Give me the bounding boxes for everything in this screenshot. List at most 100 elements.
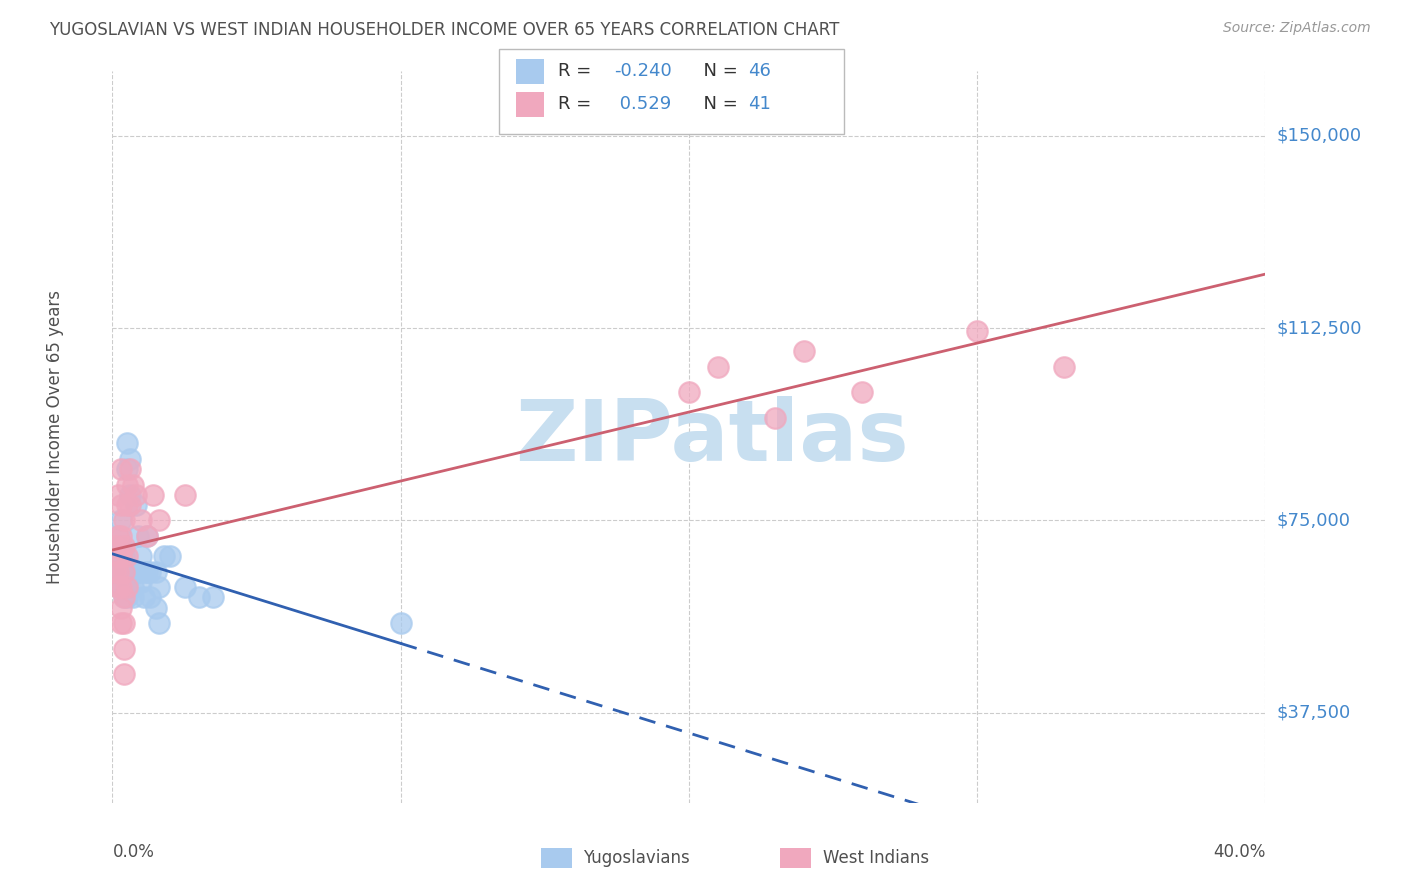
Point [124, 488, 146, 502]
Point [107, 529, 129, 543]
Point [129, 514, 153, 528]
Point [104, 549, 127, 564]
Point [127, 529, 149, 543]
Text: 46: 46 [748, 62, 770, 80]
Point [678, 385, 700, 400]
Point [110, 539, 132, 553]
Point [173, 580, 195, 594]
Point [129, 549, 153, 564]
Point [115, 477, 138, 491]
Point [112, 565, 135, 579]
Text: ZIPatlas: ZIPatlas [515, 395, 908, 479]
Point [112, 539, 135, 553]
Point [107, 575, 129, 590]
Point [136, 529, 159, 543]
Point [110, 549, 132, 564]
Text: N =: N = [692, 95, 744, 113]
Text: Source: ZipAtlas.com: Source: ZipAtlas.com [1223, 21, 1371, 35]
Point [112, 514, 135, 528]
Point [110, 514, 132, 528]
Point [110, 529, 132, 543]
Point [118, 462, 141, 476]
Point [107, 488, 129, 502]
Point [112, 565, 135, 579]
Point [115, 436, 138, 450]
Point [107, 565, 129, 579]
Point [136, 565, 159, 579]
Point [110, 600, 132, 615]
Point [142, 488, 165, 502]
Text: Yugoslavians: Yugoslavians [583, 849, 690, 867]
Text: 41: 41 [748, 95, 770, 113]
Point [124, 565, 146, 579]
Point [112, 667, 135, 681]
Point [118, 488, 141, 502]
Point [118, 565, 141, 579]
Point [107, 580, 129, 594]
Point [706, 359, 728, 374]
Point [115, 580, 138, 594]
Point [112, 591, 135, 605]
Text: $37,500: $37,500 [1277, 704, 1351, 722]
Point [793, 344, 815, 359]
Point [107, 539, 129, 553]
Point [129, 575, 153, 590]
Text: 0.0%: 0.0% [112, 843, 155, 861]
Point [121, 477, 143, 491]
Point [134, 565, 156, 579]
Point [136, 529, 159, 543]
Point [153, 549, 176, 564]
Point [115, 575, 138, 590]
Text: 0.529: 0.529 [614, 95, 672, 113]
Point [389, 616, 412, 631]
Point [127, 565, 149, 579]
Point [110, 580, 132, 594]
Point [148, 514, 170, 528]
Text: -0.240: -0.240 [614, 62, 672, 80]
Point [188, 591, 211, 605]
Point [112, 591, 135, 605]
Point [121, 591, 143, 605]
Point [148, 580, 170, 594]
Text: R =: R = [558, 95, 598, 113]
Point [134, 591, 156, 605]
Point [110, 462, 132, 476]
Point [118, 451, 141, 466]
Text: N =: N = [692, 62, 744, 80]
Point [1052, 359, 1074, 374]
Point [112, 580, 135, 594]
Point [112, 549, 135, 564]
Point [104, 565, 127, 579]
Point [145, 565, 167, 579]
Point [139, 565, 162, 579]
Point [104, 539, 127, 553]
Point [148, 616, 170, 631]
Point [115, 549, 138, 564]
Point [118, 498, 141, 512]
Point [202, 591, 225, 605]
Point [110, 565, 132, 579]
Point [110, 498, 132, 512]
Point [115, 462, 138, 476]
Point [115, 498, 138, 512]
Text: West Indians: West Indians [823, 849, 928, 867]
Point [110, 580, 132, 594]
Point [112, 641, 135, 656]
Point [765, 410, 787, 425]
Point [104, 565, 127, 579]
Point [107, 549, 129, 564]
Point [112, 616, 135, 631]
Point [107, 529, 129, 543]
Point [110, 549, 132, 564]
Point [159, 549, 181, 564]
Point [121, 580, 143, 594]
Text: YUGOSLAVIAN VS WEST INDIAN HOUSEHOLDER INCOME OVER 65 YEARS CORRELATION CHART: YUGOSLAVIAN VS WEST INDIAN HOUSEHOLDER I… [49, 21, 839, 38]
Text: R =: R = [558, 62, 598, 80]
Point [145, 600, 167, 615]
Point [851, 385, 873, 400]
Point [110, 616, 132, 631]
Point [124, 498, 146, 512]
Point [107, 559, 129, 574]
Text: 40.0%: 40.0% [1213, 843, 1265, 861]
Point [115, 591, 138, 605]
